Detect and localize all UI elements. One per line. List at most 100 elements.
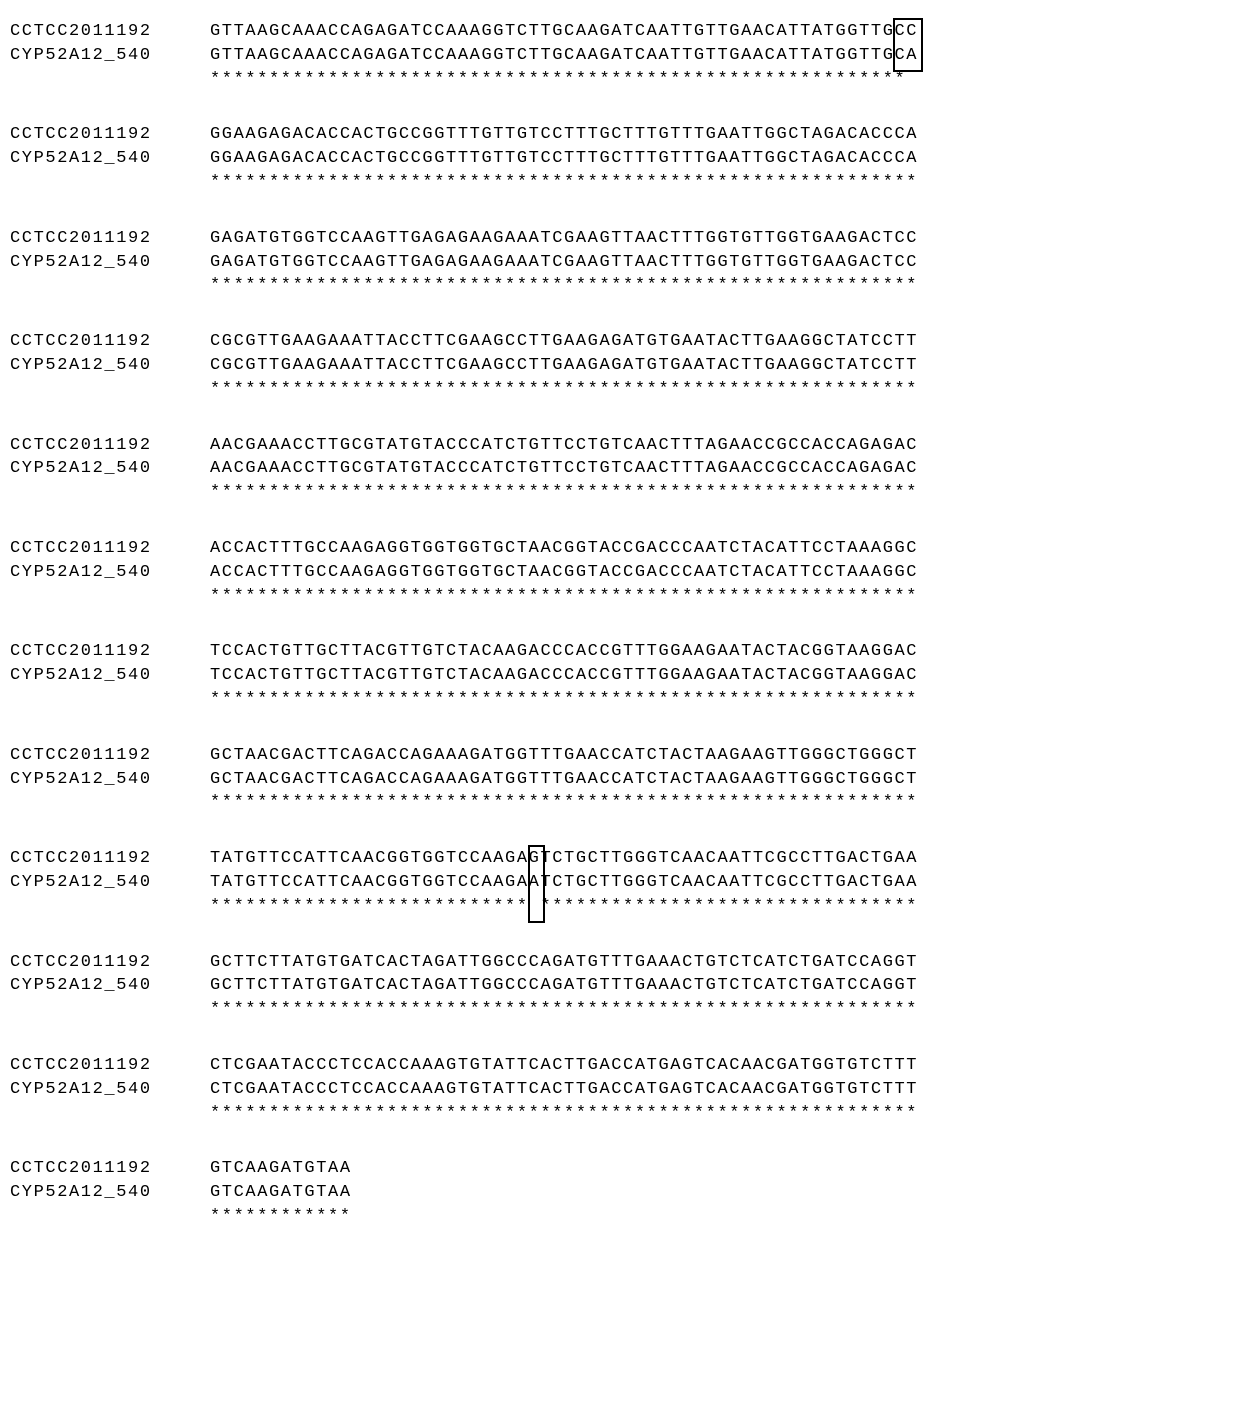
seq1-row: CCTCC2011192GAGATGTGGTCCAAGTTGAGAGAAGAAA… [10,227,1230,251]
sequence-content: GGAAGAGACACCACTGCCGGTTTGTTGTCCTTTGCTTTGT… [210,123,918,147]
sequence-content: ****************************************… [210,791,918,815]
sequence-content: ****************************************… [210,481,918,505]
sequence-content: GTTAAGCAAACCAGAGATCCAAAGGTCTTGCAAGATCAAT… [210,44,918,68]
consensus-row: ************ [10,1205,1230,1229]
alignment-block: CCTCC2011192TCCACTGTTGCTTACGTTGTCTACAAGA… [10,640,1230,711]
seq2-row: CYP52A12_540GCTTCTTATGTGATCACTAGATTGGCCC… [10,974,1230,998]
sequence-content: ACCACTTTGCCAAGAGGTGGTGGTGCTAACGGTACCGACC… [210,537,918,561]
consensus-row: ****************************************… [10,68,1230,92]
seq1-row: CCTCC2011192GGAAGAGACACCACTGCCGGTTTGTTGT… [10,123,1230,147]
seq1-row: CCTCC2011192TATGTTCCATTCAACGGTGGTCCAAGAG… [10,847,1230,871]
sequence-label: CYP52A12_540 [10,1078,210,1102]
seq2-row: CYP52A12_540AACGAAACCTTGCGTATGTACCCATCTG… [10,457,1230,481]
alignment-block: CCTCC2011192GAGATGTGGTCCAAGTTGAGAGAAGAAA… [10,227,1230,298]
sequence-label: CCTCC2011192 [10,1157,210,1181]
sequence-label: CCTCC2011192 [10,434,210,458]
sequence-label: CCTCC2011192 [10,744,210,768]
seq2-row: CYP52A12_540TCCACTGTTGCTTACGTTGTCTACAAGA… [10,664,1230,688]
sequence-label: CYP52A12_540 [10,147,210,171]
sequence-content: AACGAAACCTTGCGTATGTACCCATCTGTTCCTGTCAACT… [210,434,918,458]
sequence-label: CCTCC2011192 [10,123,210,147]
sequence-label [10,274,210,298]
alignment-block: CCTCC2011192GCTTCTTATGTGATCACTAGATTGGCCC… [10,951,1230,1022]
consensus-row: ****************************************… [10,378,1230,402]
sequence-label: CYP52A12_540 [10,1181,210,1205]
seq2-row: CYP52A12_540CGCGTTGAAGAAATTACCTTCGAAGCCT… [10,354,1230,378]
sequence-label: CCTCC2011192 [10,227,210,251]
alignment-block: CCTCC2011192CTCGAATACCCTCCACCAAAGTGTATTC… [10,1054,1230,1125]
alignment-block: CCTCC2011192AACGAAACCTTGCGTATGTACCCATCTG… [10,434,1230,505]
seq2-row: CYP52A12_540GGAAGAGACACCACTGCCGGTTTGTTGT… [10,147,1230,171]
sequence-label: CCTCC2011192 [10,330,210,354]
sequence-label [10,1205,210,1229]
sequence-label: CYP52A12_540 [10,768,210,792]
sequence-content: ****************************************… [210,274,918,298]
sequence-content: GTTAAGCAAACCAGAGATCCAAAGGTCTTGCAAGATCAAT… [210,20,918,44]
sequence-label: CYP52A12_540 [10,44,210,68]
sequence-content: GCTTCTTATGTGATCACTAGATTGGCCCAGATGTTTGAAA… [210,974,918,998]
sequence-content: GAGATGTGGTCCAAGTTGAGAGAAGAAATCGAAGTTAACT… [210,227,918,251]
alignment-block: CCTCC2011192GTTAAGCAAACCAGAGATCCAAAGGTCT… [10,20,1230,91]
sequence-label [10,998,210,1022]
sequence-content: ****************************************… [210,68,918,92]
sequence-content: GCTAACGACTTCAGACCAGAAAGATGGTTTGAACCATCTA… [210,744,918,768]
seq2-row: CYP52A12_540CTCGAATACCCTCCACCAAAGTGTATTC… [10,1078,1230,1102]
consensus-row: ****************************************… [10,481,1230,505]
seq2-row: CYP52A12_540GCTAACGACTTCAGACCAGAAAGATGGT… [10,768,1230,792]
consensus-row: *************************** ************… [10,895,1230,919]
sequence-content: ****************************************… [210,171,918,195]
sequence-content: *************************** ************… [210,895,918,919]
consensus-row: ****************************************… [10,585,1230,609]
sequence-content: GTCAAGATGTAA [210,1181,352,1205]
sequence-content: CGCGTTGAAGAAATTACCTTCGAAGCCTTGAAGAGATGTG… [210,354,918,378]
sequence-content: GCTTCTTATGTGATCACTAGATTGGCCCAGATGTTTGAAA… [210,951,918,975]
seq1-row: CCTCC2011192AACGAAACCTTGCGTATGTACCCATCTG… [10,434,1230,458]
sequence-label: CYP52A12_540 [10,974,210,998]
sequence-content: ****************************************… [210,585,918,609]
alignment-block: CCTCC2011192ACCACTTTGCCAAGAGGTGGTGGTGCTA… [10,537,1230,608]
seq1-row: CCTCC2011192GTTAAGCAAACCAGAGATCCAAAGGTCT… [10,20,1230,44]
consensus-row: ****************************************… [10,1102,1230,1126]
sequence-content: AACGAAACCTTGCGTATGTACCCATCTGTTCCTGTCAACT… [210,457,918,481]
seq2-row: CYP52A12_540GTCAAGATGTAA [10,1181,1230,1205]
sequence-label: CYP52A12_540 [10,561,210,585]
seq2-row: CYP52A12_540TATGTTCCATTCAACGGTGGTCCAAGAA… [10,871,1230,895]
sequence-content: CGCGTTGAAGAAATTACCTTCGAAGCCTTGAAGAGATGTG… [210,330,918,354]
sequence-alignment: CCTCC2011192GTTAAGCAAACCAGAGATCCAAAGGTCT… [10,20,1230,1229]
sequence-content: TCCACTGTTGCTTACGTTGTCTACAAGACCCACCGTTTGG… [210,664,918,688]
sequence-content: TCCACTGTTGCTTACGTTGTCTACAAGACCCACCGTTTGG… [210,640,918,664]
sequence-label: CCTCC2011192 [10,537,210,561]
sequence-label [10,68,210,92]
alignment-block: CCTCC2011192GTCAAGATGTAACYP52A12_540GTCA… [10,1157,1230,1228]
seq1-row: CCTCC2011192ACCACTTTGCCAAGAGGTGGTGGTGCTA… [10,537,1230,561]
seq1-row: CCTCC2011192CTCGAATACCCTCCACCAAAGTGTATTC… [10,1054,1230,1078]
seq1-row: CCTCC2011192GCTAACGACTTCAGACCAGAAAGATGGT… [10,744,1230,768]
consensus-row: ****************************************… [10,998,1230,1022]
sequence-content: GTCAAGATGTAA [210,1157,352,1181]
seq2-row: CYP52A12_540ACCACTTTGCCAAGAGGTGGTGGTGCTA… [10,561,1230,585]
sequence-label: CYP52A12_540 [10,457,210,481]
sequence-content: ************ [210,1205,352,1229]
sequence-content: ****************************************… [210,688,918,712]
seq2-row: CYP52A12_540GAGATGTGGTCCAAGTTGAGAGAAGAAA… [10,251,1230,275]
alignment-block: CCTCC2011192TATGTTCCATTCAACGGTGGTCCAAGAG… [10,847,1230,918]
sequence-label: CCTCC2011192 [10,640,210,664]
sequence-content: ****************************************… [210,1102,918,1126]
sequence-label [10,791,210,815]
sequence-content: ****************************************… [210,378,918,402]
seq1-row: CCTCC2011192GTCAAGATGTAA [10,1157,1230,1181]
sequence-label: CYP52A12_540 [10,354,210,378]
alignment-block: CCTCC2011192GGAAGAGACACCACTGCCGGTTTGTTGT… [10,123,1230,194]
sequence-label [10,171,210,195]
sequence-content: CTCGAATACCCTCCACCAAAGTGTATTCACTTGACCATGA… [210,1054,918,1078]
sequence-label: CCTCC2011192 [10,20,210,44]
alignment-block: CCTCC2011192GCTAACGACTTCAGACCAGAAAGATGGT… [10,744,1230,815]
sequence-content: GAGATGTGGTCCAAGTTGAGAGAAGAAATCGAAGTTAACT… [210,251,918,275]
consensus-row: ****************************************… [10,274,1230,298]
seq2-row: CYP52A12_540GTTAAGCAAACCAGAGATCCAAAGGTCT… [10,44,1230,68]
sequence-label [10,1102,210,1126]
alignment-block: CCTCC2011192CGCGTTGAAGAAATTACCTTCGAAGCCT… [10,330,1230,401]
consensus-row: ****************************************… [10,171,1230,195]
sequence-content: TATGTTCCATTCAACGGTGGTCCAAGAGTCTGCTTGGGTC… [210,847,918,871]
sequence-content: CTCGAATACCCTCCACCAAAGTGTATTCACTTGACCATGA… [210,1078,918,1102]
